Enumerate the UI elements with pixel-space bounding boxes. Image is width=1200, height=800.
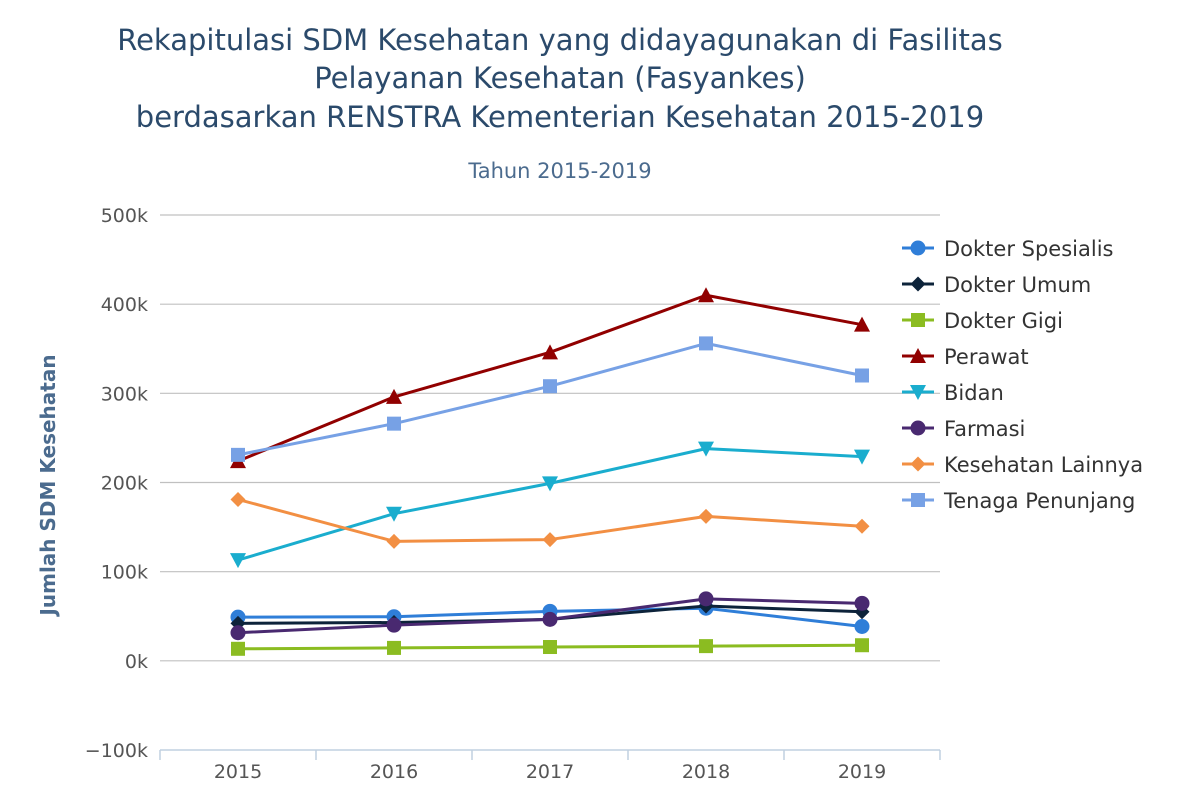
legend-item[interactable]: Tenaga Penunjang (902, 489, 1135, 513)
legend-label: Dokter Gigi (944, 309, 1063, 333)
data-point (386, 617, 402, 633)
series-tenaga-penunjang (231, 336, 869, 462)
data-point (386, 388, 402, 404)
legend-label: Tenaga Penunjang (943, 489, 1135, 513)
x-tick-label: 2018 (682, 761, 730, 783)
chart-title: Rekapitulasi SDM Kesehatan yang didayagu… (117, 23, 1003, 134)
series-dokter-spesialis (230, 600, 870, 635)
data-point (854, 449, 870, 465)
legend-marker (910, 420, 926, 436)
data-point (386, 506, 402, 522)
chart-title-line-1: Rekapitulasi SDM Kesehatan yang didayagu… (117, 23, 1003, 57)
data-point (854, 316, 870, 332)
y-tick-label: 200k (101, 473, 148, 495)
legend-item[interactable]: Perawat (902, 345, 1029, 369)
data-point (698, 508, 714, 524)
series-line (237, 341, 863, 457)
series-perawat (230, 287, 870, 469)
data-point (230, 553, 246, 569)
data-point (231, 641, 245, 656)
chart-title-line-2: Pelayanan Kesehatan (Fasyankes) (314, 61, 806, 95)
y-axis-label: Jumlah SDM Kesehatan (36, 354, 60, 617)
legend-item[interactable]: Dokter Gigi (902, 309, 1063, 333)
legend-label: Farmasi (944, 417, 1025, 441)
data-point (698, 441, 714, 457)
series-bidan (230, 441, 870, 569)
data-point (231, 447, 245, 462)
x-tick-label: 2015 (214, 761, 262, 783)
series-farmasi (230, 591, 870, 641)
data-point (542, 344, 558, 360)
data-point (855, 638, 869, 653)
data-point (543, 379, 557, 394)
chart-title-line-3: berdasarkan RENSTRA Kementerian Kesehata… (136, 100, 984, 134)
legend-marker (910, 456, 926, 472)
legend-label: Dokter Umum (944, 273, 1091, 297)
data-point (542, 476, 558, 492)
series-kesehatan-lainnya (230, 491, 870, 549)
legend-marker (910, 348, 926, 363)
chart-subtitle: Tahun 2015-2019 (467, 159, 651, 183)
legend-label: Bidan (944, 381, 1004, 405)
y-tick-label: 0k (125, 651, 148, 673)
y-axis-ticks: −100k 0k 100k 200k 300k 400k 500k (85, 205, 148, 762)
data-point (386, 533, 402, 549)
data-point (230, 625, 246, 641)
data-point (699, 336, 713, 351)
y-tick-label: 400k (101, 294, 148, 316)
data-point (699, 639, 713, 654)
legend-label: Kesehatan Lainnya (944, 453, 1143, 477)
legend: Dokter Spesialis Dokter Umum Dokter Gigi Pe… (902, 237, 1143, 513)
legend-marker (911, 313, 925, 327)
data-point (542, 611, 558, 627)
y-tick-label: 300k (101, 383, 148, 405)
data-point (387, 416, 401, 431)
legend-item[interactable]: Dokter Umum (902, 273, 1091, 297)
legend-item[interactable]: Dokter Spesialis (902, 237, 1113, 261)
data-point (543, 640, 557, 655)
legend-marker (911, 493, 925, 507)
legend-label: Dokter Spesialis (944, 237, 1113, 261)
grid-lines (160, 214, 940, 662)
legend-item[interactable]: Kesehatan Lainnya (902, 453, 1143, 477)
data-point (854, 518, 870, 534)
data-point (698, 591, 714, 607)
data-point (230, 491, 246, 507)
legend-marker (910, 385, 926, 400)
y-tick-label: −100k (85, 740, 148, 762)
data-point (855, 368, 869, 383)
data-point (387, 640, 401, 655)
legend-item[interactable]: Bidan (902, 381, 1004, 405)
legend-label: Perawat (944, 345, 1029, 369)
series-group (230, 287, 870, 656)
y-tick-label: 100k (101, 562, 148, 584)
series-dokter-gigi (231, 638, 869, 656)
x-tick-label: 2017 (526, 761, 574, 783)
legend-marker (910, 276, 926, 292)
x-axis: 2015 2016 2017 2018 2019 (159, 749, 941, 783)
data-point (542, 532, 558, 548)
data-point (854, 619, 870, 635)
x-tick-label: 2019 (838, 761, 886, 783)
y-tick-label: 500k (101, 205, 148, 227)
legend-marker (910, 240, 926, 256)
x-tick-label: 2016 (370, 761, 418, 783)
legend-item[interactable]: Farmasi (902, 417, 1025, 441)
data-point (854, 595, 870, 611)
data-point (698, 287, 714, 303)
